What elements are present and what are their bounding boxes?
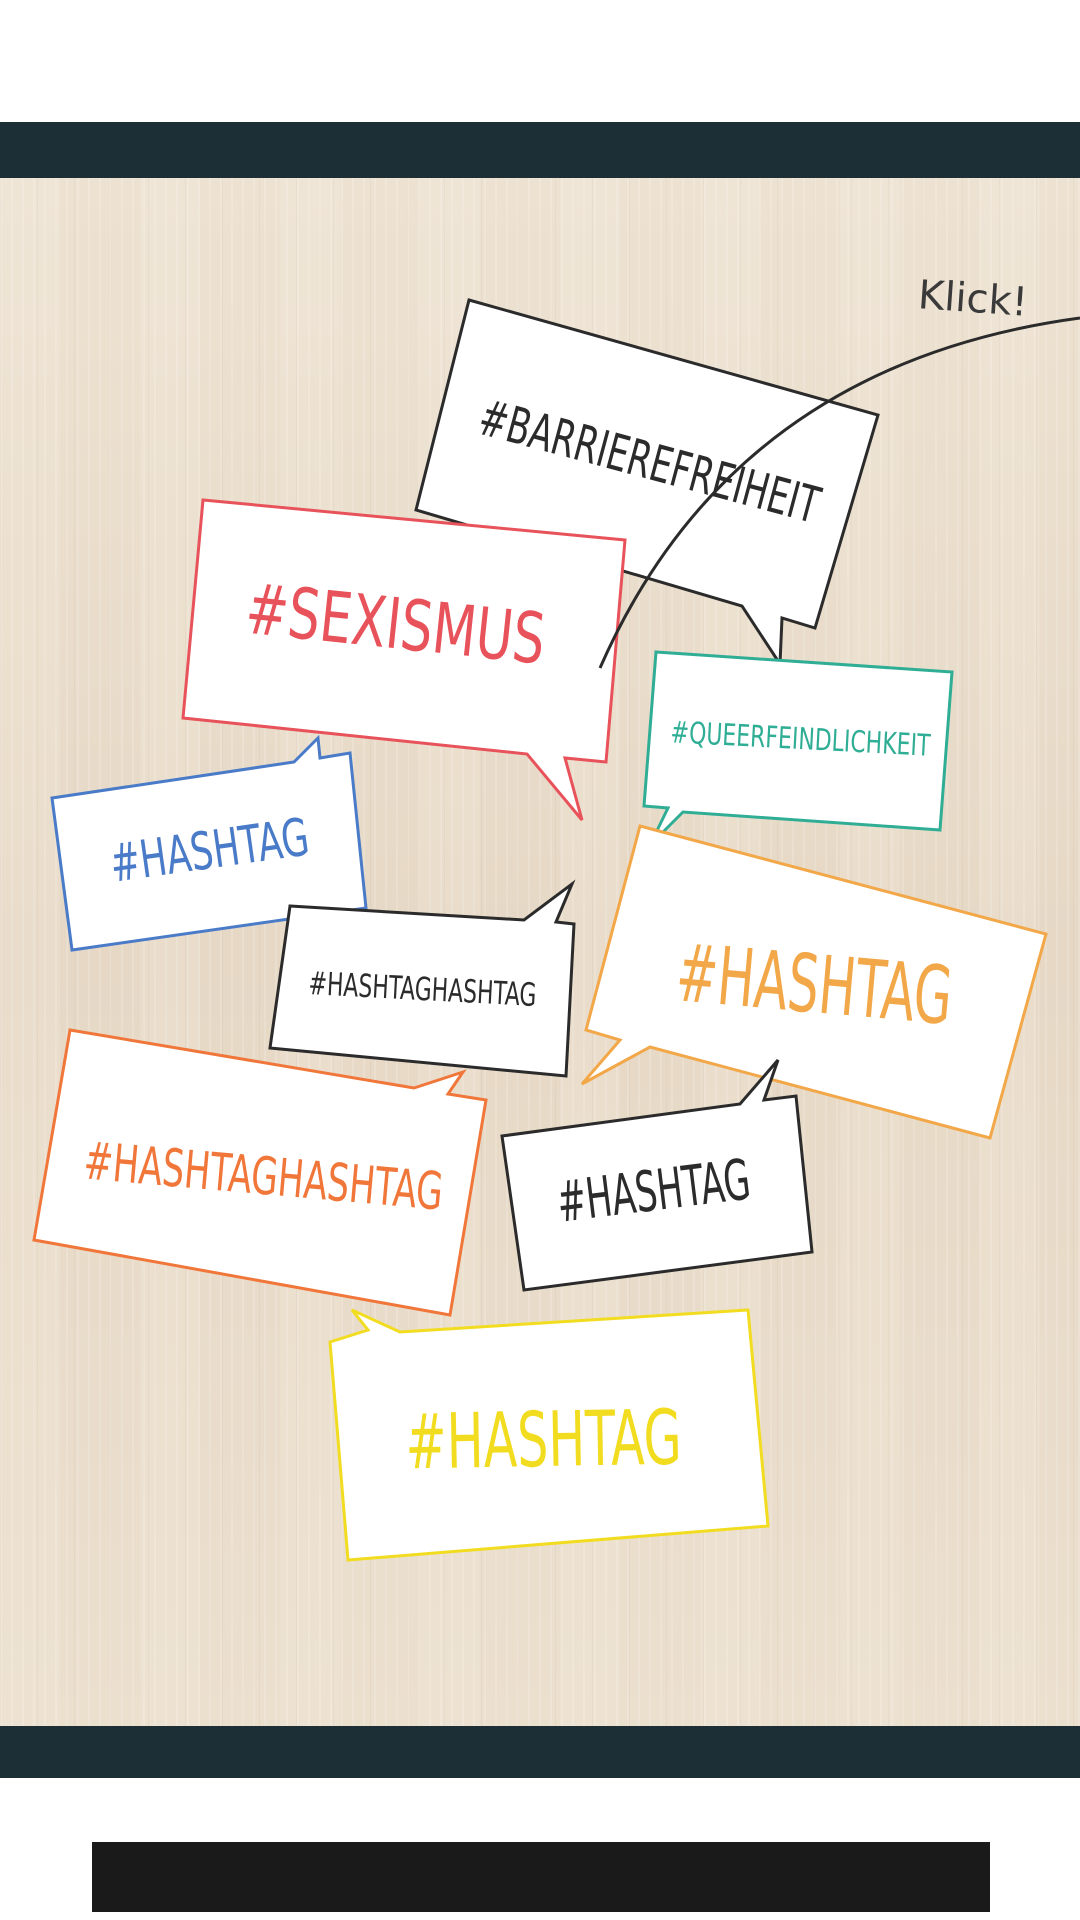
top-frame-bar <box>0 122 1080 178</box>
bubble-label: #HASHTAG <box>405 1393 683 1487</box>
bottom-banner <box>92 1842 990 1912</box>
bubble-hashtaghashtag-orange[interactable]: #HASHTAGHASHTAG <box>32 1028 488 1317</box>
bubble-sexismus[interactable]: #SEXISMUS <box>181 498 627 821</box>
click-hint: Klick! <box>917 272 1030 326</box>
bubble-hashtag-blue[interactable]: #HASHTAG <box>50 734 368 952</box>
bubble-hashtaghashtag-black[interactable]: #HASHTAGHASHTAG <box>268 879 576 1078</box>
pointer-curve <box>598 316 1080 669</box>
bubble-hashtag-yellow[interactable]: #HASHTAG <box>328 1308 770 1562</box>
bubble-hashtag-black[interactable]: #HASHTAG <box>500 1059 814 1292</box>
bubble-queerfeindlichkeit[interactable]: #QUEERFEINDLICHKEIT <box>642 650 954 847</box>
bubble-barrierefreiheit[interactable]: #BARRIEREFREIHEIT <box>414 298 880 669</box>
bubble-hashtag-amber[interactable]: #HASHTAG <box>580 824 1048 1140</box>
bottom-frame-bar <box>0 1726 1080 1778</box>
